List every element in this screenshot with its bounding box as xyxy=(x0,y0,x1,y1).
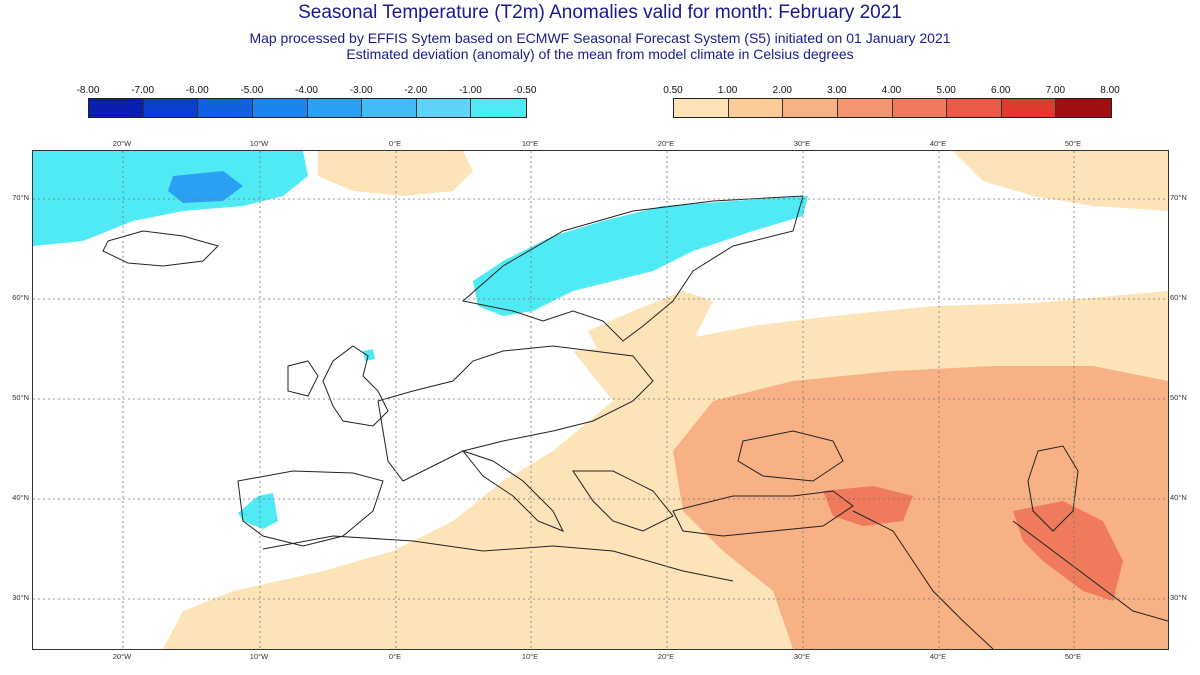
north-africa-coast xyxy=(262,535,734,582)
legend-label: -3.00 xyxy=(349,85,373,96)
legend-label: 6.00 xyxy=(991,85,1011,96)
lat-label-right: 30°N xyxy=(1170,593,1187,602)
anomaly-map-canvas xyxy=(33,151,1169,650)
britain-coast xyxy=(322,345,389,427)
legend-swatch xyxy=(1056,99,1111,117)
lon-label-bottom: 10°W xyxy=(249,652,269,661)
persian-gulf-coast xyxy=(1012,520,1169,622)
legend-swatch xyxy=(892,99,948,117)
legend-label: -8.00 xyxy=(76,85,100,96)
cold-anomaly-region-scotland xyxy=(363,349,375,361)
map-subtitle-processing: Map processed by EFFIS Sytem based on EC… xyxy=(249,30,951,46)
levant-coast xyxy=(852,510,994,650)
legend-label: -6.00 xyxy=(185,85,209,96)
lat-label-left: 50°N xyxy=(12,393,29,402)
lat-label-left: 60°N xyxy=(12,293,29,302)
legend-swatch xyxy=(416,99,472,117)
lon-label-top: 0°E xyxy=(388,139,402,148)
lon-label-top: 40°E xyxy=(929,139,947,148)
legend-label: 8.00 xyxy=(1100,85,1120,96)
legend-swatch xyxy=(198,99,253,117)
lon-label-bottom: 0°E xyxy=(388,652,402,661)
legend-label: -1.00 xyxy=(458,85,482,96)
lon-label-top: 50°E xyxy=(1064,139,1082,148)
legend-label: -5.00 xyxy=(240,85,264,96)
legend-swatch xyxy=(252,99,308,117)
lat-label-left: 40°N xyxy=(12,493,29,502)
legend-label: 1.00 xyxy=(717,85,738,96)
warm-anomaly-region-medium xyxy=(673,366,1168,649)
legend-swatch xyxy=(947,99,1002,117)
map-title: Seasonal Temperature (T2m) Anomalies val… xyxy=(298,2,902,23)
legend-swatch xyxy=(783,99,838,117)
legend-swatch xyxy=(471,99,526,117)
scandinavia-coast xyxy=(461,195,804,342)
lon-label-top: 20°W xyxy=(112,139,132,148)
lat-label-right: 50°N xyxy=(1170,393,1187,402)
legend-label: 0.50 xyxy=(663,85,683,96)
iberia-coast xyxy=(237,470,384,547)
warm-anomaly-region-light-northeast xyxy=(953,151,1168,211)
lon-label-bottom: 20°W xyxy=(112,652,132,661)
legend-swatch xyxy=(837,99,893,117)
legend-label: 4.00 xyxy=(881,85,902,96)
lon-label-bottom: 40°E xyxy=(929,652,947,661)
legend-swatch xyxy=(1001,99,1057,117)
legend-label: 3.00 xyxy=(827,85,847,96)
legend-label: 2.00 xyxy=(772,85,792,96)
legend-label: -4.00 xyxy=(295,85,318,96)
legend-swatch xyxy=(728,99,784,117)
coastlines xyxy=(102,195,1169,650)
cold-anomaly-region-scandinavia xyxy=(473,196,808,316)
black-sea-coast xyxy=(737,430,844,482)
central-europe-coast xyxy=(377,345,654,482)
legend-swatch xyxy=(307,99,363,117)
lat-label-left: 30°N xyxy=(12,593,29,602)
iceland-coast xyxy=(102,230,219,267)
warm-anomaly-region-light-baltic xyxy=(588,291,713,356)
anomaly-map xyxy=(32,150,1169,650)
lat-label-right: 60°N xyxy=(1170,293,1187,302)
lat-label-right: 70°N xyxy=(1170,193,1187,202)
ireland-coast xyxy=(287,360,319,397)
legend-label: -2.00 xyxy=(404,85,428,96)
cold-anomaly-region-greenland xyxy=(33,151,308,246)
lat-label-right: 40°N xyxy=(1170,493,1187,502)
warm-anomaly-region-strong xyxy=(1013,501,1123,601)
lon-label-top: 10°W xyxy=(249,139,269,148)
warm-anomaly-region-strong-turkey xyxy=(823,486,913,526)
balkans-coast xyxy=(572,470,674,532)
legend-warm-scale: 0.50 1.00 2.00 3.00 4.00 5.00 6.00 7.00 8.00 xyxy=(663,85,1120,118)
cold-anomaly-region-greenland-core xyxy=(168,171,243,203)
lat-label-left: 70°N xyxy=(12,193,29,202)
caspian-sea-coast xyxy=(1027,445,1079,532)
lon-label-bottom: 30°E xyxy=(793,652,811,661)
cold-anomaly-region-iberia-west xyxy=(238,493,278,529)
italy-coast xyxy=(461,449,565,532)
legend-swatch xyxy=(143,99,199,117)
legend-label: 7.00 xyxy=(1045,85,1066,96)
legend-label: 5.00 xyxy=(936,85,956,96)
graticule xyxy=(33,151,1168,649)
lon-label-top: 30°E xyxy=(793,139,811,148)
lon-label-bottom: 50°E xyxy=(1064,652,1082,661)
legend-swatch xyxy=(89,99,144,117)
legend-swatch xyxy=(362,99,417,117)
map-subtitle-units: Estimated deviation (anomaly) of the mea… xyxy=(346,46,854,62)
legend-swatch xyxy=(674,99,729,117)
warm-anomaly-region-light-arctic xyxy=(318,151,473,196)
legend-cold-scale: -8.00 -7.00 -6.00 -5.00 -4.00 -3.00 -2.00 -1.00… xyxy=(77,85,536,118)
lon-label-top: 10°E xyxy=(521,139,539,148)
lon-label-top: 20°E xyxy=(657,139,675,148)
legend-label: -7.00 xyxy=(131,85,155,96)
anatolia-coast xyxy=(672,490,854,537)
lon-label-bottom: 20°E xyxy=(657,652,675,661)
lon-label-bottom: 10°E xyxy=(521,652,539,661)
legend-label: -0.50 xyxy=(513,85,537,96)
